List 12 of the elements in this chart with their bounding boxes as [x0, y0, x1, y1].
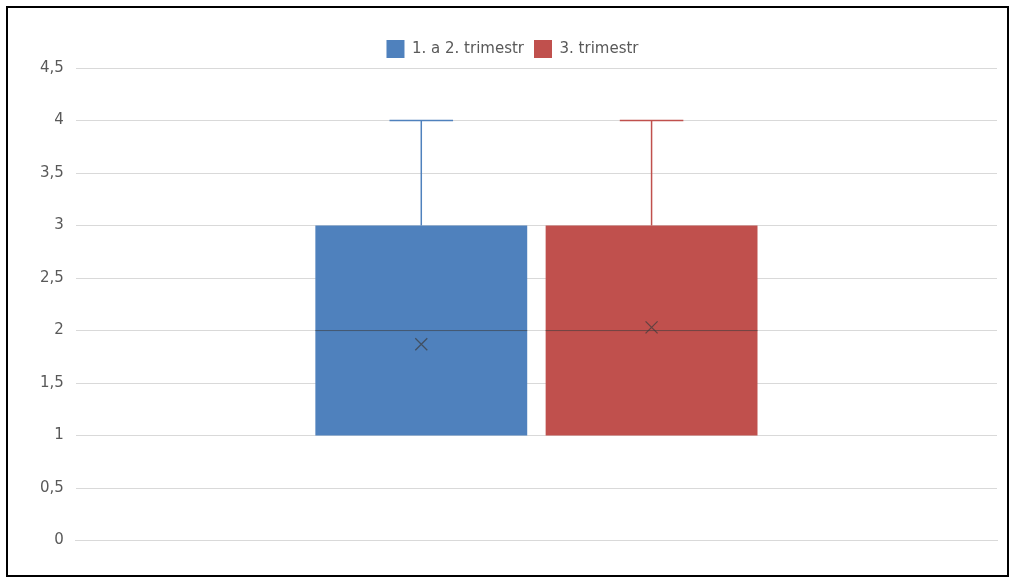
y-tick-label: 2,5 [40, 267, 64, 286]
y-tick-label: 0,5 [40, 477, 64, 496]
y-tick-label: 1 [54, 425, 64, 444]
y-tick-label: 0 [54, 530, 64, 549]
y-tick-label: 1,5 [40, 372, 64, 391]
y-tick-label: 4 [54, 110, 64, 129]
y-tick-label: 4,5 [40, 57, 64, 76]
y-tick-label: 2 [54, 320, 64, 339]
y-tick-label: 3 [54, 215, 64, 234]
y-tick-label: 3,5 [40, 162, 64, 181]
legend-label: 3. trimestr [559, 38, 640, 57]
legend-label: 1. a 2. trimestr [411, 38, 525, 57]
